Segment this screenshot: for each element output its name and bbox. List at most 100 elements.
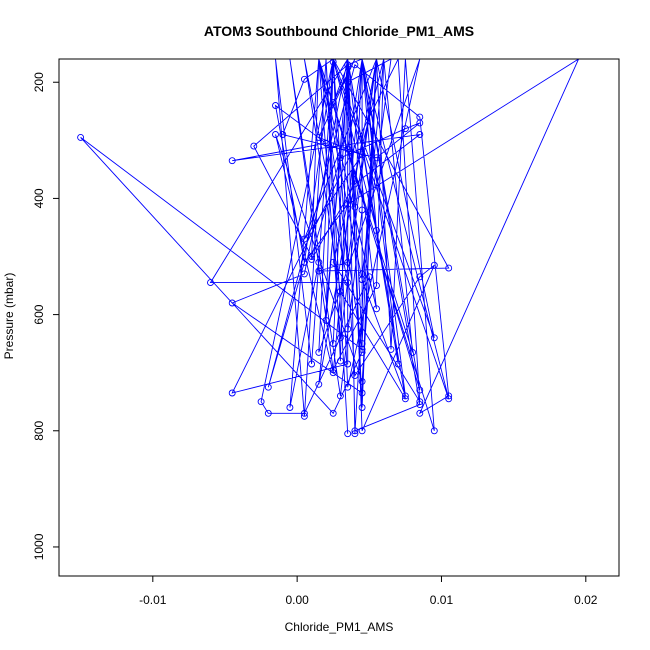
data-point [336, 392, 344, 400]
data-point [416, 398, 424, 406]
y-axis: 200 400 600 800 1000 [32, 72, 59, 560]
data-point [351, 61, 359, 69]
data-point [336, 357, 344, 365]
data-point [416, 113, 424, 121]
data-point [344, 145, 352, 153]
data-point [315, 348, 323, 356]
data-point [358, 377, 366, 385]
data-point [358, 340, 366, 348]
data-point [228, 299, 236, 307]
data-point [344, 78, 352, 86]
y-tick-label: 1000 [32, 533, 46, 560]
data-point [329, 340, 337, 348]
data-point [264, 409, 272, 417]
data-point [344, 200, 352, 208]
data-point [336, 287, 344, 295]
data-point [445, 264, 453, 272]
y-axis-label: Pressure (mbar) [2, 273, 16, 360]
data-point [272, 102, 279, 109]
data-point [344, 383, 352, 391]
data-point [416, 131, 424, 138]
data-point [77, 133, 85, 141]
data-point [351, 203, 359, 211]
data-point [286, 404, 294, 411]
data-point [344, 258, 352, 266]
data-point [416, 273, 424, 281]
data-point [373, 226, 380, 234]
data-point [358, 348, 366, 356]
data-point [336, 154, 344, 162]
data-point [344, 430, 352, 438]
x-tick-label: -0.01 [139, 593, 167, 607]
data-point [373, 282, 380, 290]
data-point [401, 395, 409, 403]
data-point [207, 279, 214, 287]
data-point [365, 273, 373, 281]
data-point [373, 305, 380, 313]
data-point [344, 61, 352, 69]
data-point [308, 255, 316, 263]
data-point [322, 316, 330, 324]
data-point [344, 279, 352, 287]
data-point [401, 125, 409, 133]
data-point [351, 427, 359, 435]
data-point [300, 412, 308, 420]
data-point [329, 366, 337, 374]
x-tick-label: 0.02 [574, 593, 598, 607]
data-point [315, 258, 323, 266]
data-point [300, 235, 308, 243]
x-axis: -0.01 0.00 0.01 0.02 [139, 576, 598, 607]
data-point [430, 261, 438, 269]
data-point [279, 131, 287, 138]
data-point [329, 99, 337, 107]
plot-area [77, 59, 580, 438]
data-point [336, 334, 344, 342]
y-tick-label: 600 [32, 304, 46, 324]
data-point [300, 270, 308, 278]
data-point [308, 253, 316, 260]
data-point [228, 389, 236, 397]
data-point [394, 360, 402, 368]
chart-title: ATOM3 Southbound Chloride_PM1_AMS [204, 23, 474, 39]
data-point [358, 404, 366, 411]
data-point [228, 157, 236, 165]
data-point [351, 430, 359, 438]
data-point [322, 139, 330, 147]
series-line [80, 59, 580, 434]
series-layer [77, 59, 580, 438]
data-point [272, 131, 279, 138]
data-point [409, 348, 417, 356]
data-point [300, 75, 308, 83]
data-point [387, 345, 395, 353]
data-point [264, 383, 272, 391]
data-point [315, 267, 323, 275]
data-point [329, 369, 337, 377]
data-point [315, 380, 323, 388]
data-point [358, 151, 366, 159]
data-point [300, 409, 308, 417]
data-point [257, 398, 265, 406]
data-point [329, 409, 337, 417]
data-point [373, 154, 380, 162]
data-point [351, 372, 359, 380]
data-point [329, 258, 337, 266]
data-point [344, 325, 352, 333]
data-point [445, 395, 453, 403]
data-point [358, 276, 366, 284]
data-point [445, 392, 453, 400]
data-point [416, 401, 424, 409]
data-point [308, 360, 316, 368]
data-point [250, 142, 258, 150]
data-point [358, 389, 366, 397]
x-axis-label: Chloride_PM1_AMS [285, 620, 394, 634]
data-point [416, 386, 424, 394]
data-point [401, 392, 409, 400]
data-point [430, 427, 438, 435]
x-tick-label: 0.01 [430, 593, 454, 607]
y-tick-label: 400 [32, 188, 46, 208]
data-point [329, 59, 337, 66]
data-point [351, 180, 359, 188]
x-tick-label: 0.00 [285, 593, 309, 607]
plot-frame [58, 58, 620, 577]
